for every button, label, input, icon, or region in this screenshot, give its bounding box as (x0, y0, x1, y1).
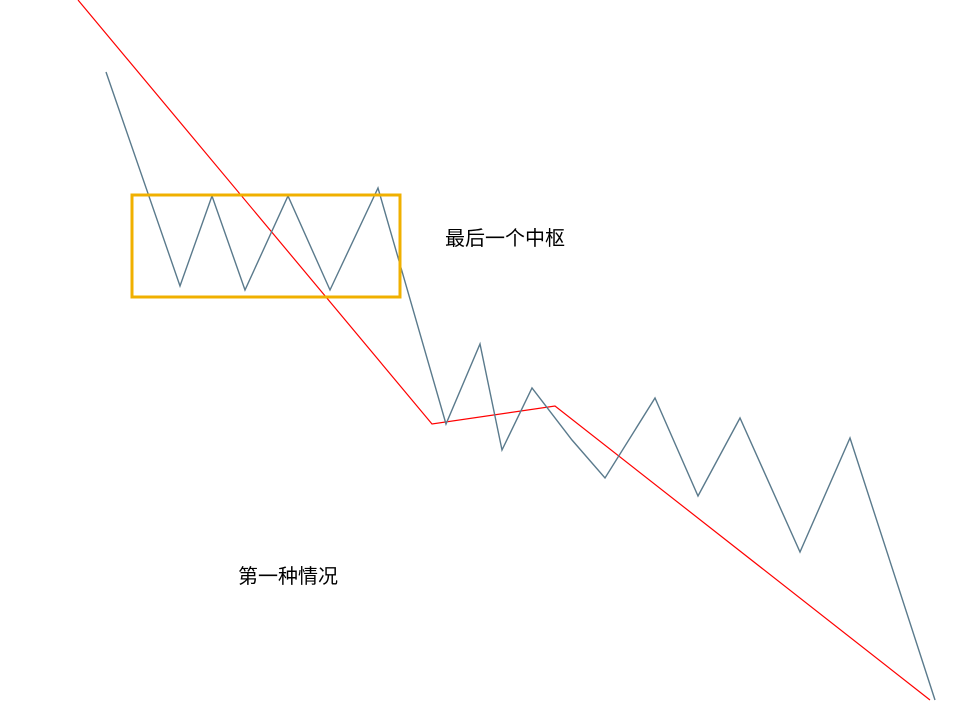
background (0, 0, 960, 720)
diagram-canvas (0, 0, 960, 720)
bottom-annotation-label: 第一种情况 (238, 560, 338, 589)
top-annotation-label: 最后一个中枢 (445, 222, 565, 251)
